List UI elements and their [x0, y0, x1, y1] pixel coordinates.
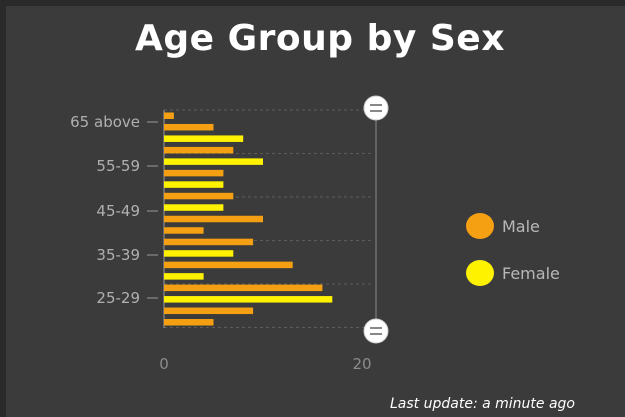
bar-male	[164, 307, 254, 315]
bar-male	[164, 112, 174, 119]
bar-female	[164, 250, 234, 257]
y-tick-label: 65 above	[70, 113, 140, 131]
legend-label: Female	[502, 263, 560, 283]
bar-male	[164, 227, 204, 234]
bar-male	[164, 146, 234, 154]
bar-male	[164, 238, 254, 246]
bar-male	[164, 261, 293, 269]
legend-item-female[interactable]: Female	[466, 260, 560, 286]
bar-male	[164, 319, 214, 326]
chart-title: Age Group by Sex	[135, 18, 505, 59]
last-update-text: Last update: a minute ago	[390, 396, 575, 412]
legend-swatch	[466, 260, 494, 286]
bar-female	[164, 204, 224, 211]
y-tick-label: 35-39	[96, 246, 140, 264]
y-tick-label: 45-49	[96, 202, 140, 220]
range-handle[interactable]	[363, 318, 389, 344]
x-tick-label: 20	[352, 355, 371, 373]
legend-label: Male	[502, 216, 540, 236]
x-tick-label: 0	[159, 355, 169, 373]
bar-female	[164, 158, 263, 165]
bar-male	[164, 169, 224, 177]
bar-female	[164, 135, 244, 142]
bar-male	[164, 192, 234, 200]
bar-male	[164, 215, 263, 223]
y-tick-label: 25-29	[96, 289, 140, 307]
legend: Male Female	[466, 213, 560, 308]
y-tick-label: 55-59	[96, 157, 140, 175]
legend-swatch	[466, 213, 494, 239]
legend-item-male[interactable]: Male	[466, 213, 560, 239]
bar-female	[164, 181, 224, 188]
bar-male	[164, 123, 214, 131]
range-handle[interactable]	[363, 95, 389, 121]
bar-female	[164, 296, 333, 303]
bar-female	[164, 273, 204, 280]
bar-male	[164, 284, 323, 292]
